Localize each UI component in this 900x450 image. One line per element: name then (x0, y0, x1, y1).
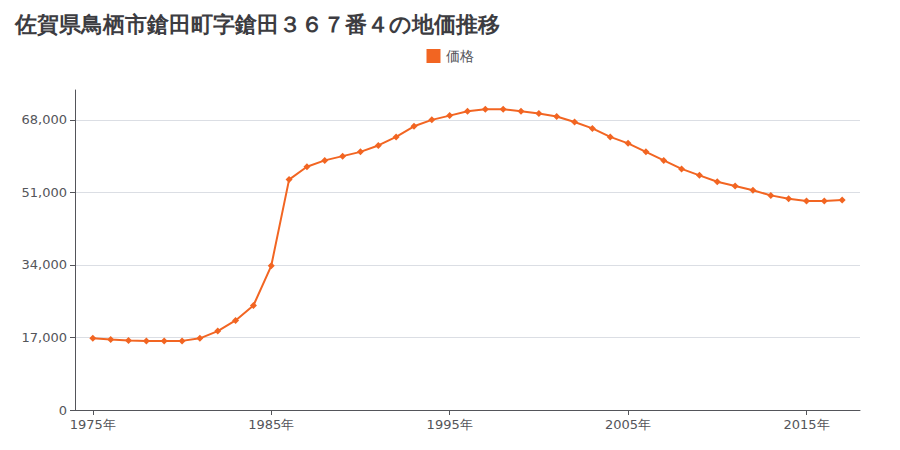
svg-text:17,000: 17,000 (22, 330, 68, 345)
svg-text:1985年: 1985年 (248, 417, 294, 432)
svg-text:51,000: 51,000 (22, 185, 68, 200)
svg-text:34,000: 34,000 (22, 257, 68, 272)
svg-text:1995年: 1995年 (427, 417, 473, 432)
svg-text:価格: 価格 (446, 48, 474, 64)
svg-text:68,000: 68,000 (22, 112, 68, 127)
svg-text:1975年: 1975年 (70, 417, 116, 432)
svg-text:2015年: 2015年 (783, 417, 829, 432)
svg-text:佐賀県鳥栖市鎗田町字鎗田３６７番４の地価推移: 佐賀県鳥栖市鎗田町字鎗田３６７番４の地価推移 (14, 12, 500, 37)
svg-text:0: 0 (59, 403, 67, 418)
svg-text:2005年: 2005年 (605, 417, 651, 432)
